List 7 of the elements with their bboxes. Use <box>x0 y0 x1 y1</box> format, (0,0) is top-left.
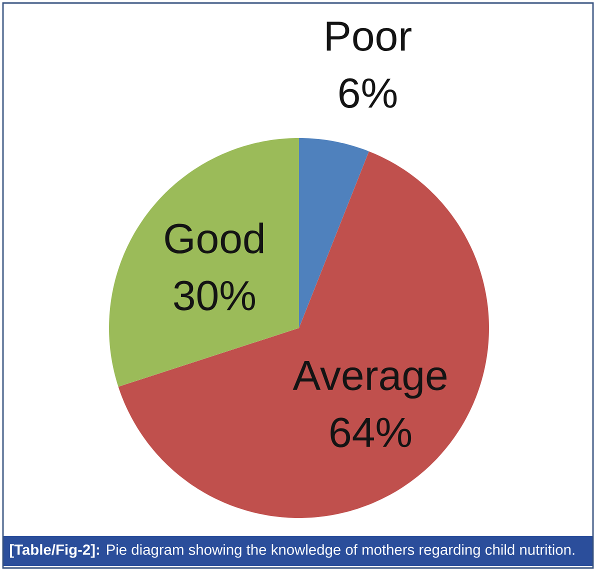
data-label: 30% <box>174 280 255 310</box>
data-label: 64% <box>330 418 412 448</box>
slice-label: Average <box>292 361 446 399</box>
text: [Table/Fig-2]: Pie diagram showing the knowledge of mothers regarding child nutrition. <box>10 544 574 558</box>
data-label: 6% <box>340 78 397 108</box>
slice-label: Poor <box>326 22 412 51</box>
slice-label: Good <box>165 222 264 254</box>
